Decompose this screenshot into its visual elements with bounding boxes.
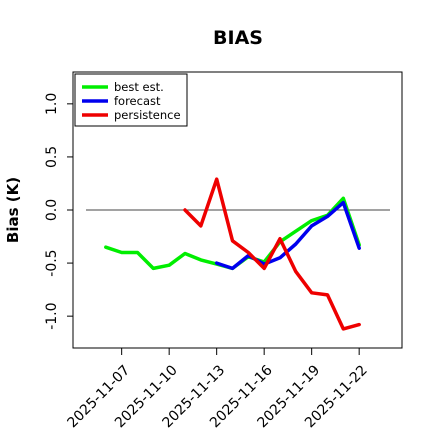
chart-title: BIAS: [213, 27, 263, 49]
y-axis-label: Bias (K): [4, 177, 22, 243]
y-tick-label: 1.0: [44, 93, 60, 115]
y-tick-label: -1.0: [44, 302, 60, 329]
y-tick-label: 0.5: [44, 146, 60, 168]
series-line-persistence: [183, 177, 361, 331]
y-tick-label: 0.0: [44, 199, 60, 221]
series-line-forecast: [214, 200, 361, 271]
legend-label: persistence: [114, 108, 181, 122]
legend-label: best est.: [114, 80, 164, 94]
y-tick-label: -0.5: [44, 249, 60, 276]
series-line-bestest: [104, 196, 361, 271]
legend-label: forecast: [114, 94, 161, 108]
